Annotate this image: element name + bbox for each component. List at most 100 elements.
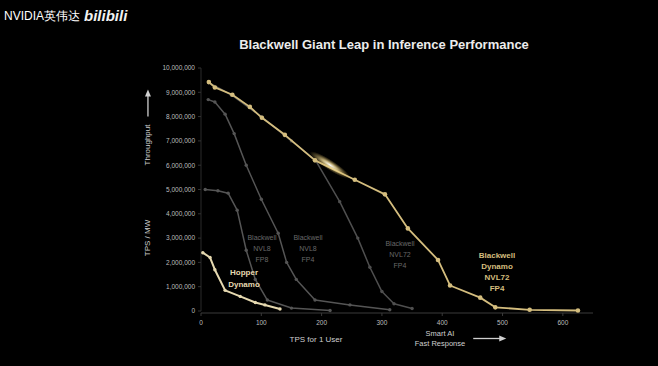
y-annotation: Throughput	[143, 124, 152, 166]
x-arrow	[473, 338, 501, 339]
series-line	[209, 83, 412, 309]
y-tick	[198, 92, 201, 93]
series-label: Blackwell NVL8 FP4	[293, 234, 323, 263]
series-point	[392, 302, 395, 305]
series-point	[254, 301, 257, 304]
series-point	[263, 303, 266, 306]
series-point	[245, 164, 248, 167]
series-point	[388, 308, 391, 311]
y-tick-label: 3,000,000	[166, 234, 195, 241]
x-tick	[502, 313, 503, 316]
series-label: BlackwellNVL72FP4	[385, 240, 415, 269]
series-line	[205, 190, 330, 311]
series-point	[328, 309, 331, 312]
series-point	[248, 105, 253, 110]
series-label-line: Dynamo	[481, 262, 513, 271]
series-point	[226, 191, 229, 194]
x-tick-label: 400	[437, 319, 448, 326]
x-tick-label: 300	[376, 319, 387, 326]
series-point	[380, 290, 383, 293]
x-tick	[261, 313, 262, 316]
background	[0, 0, 658, 366]
x-annotation-line: Fast Response	[415, 339, 465, 348]
series-label-line: FP4	[302, 256, 315, 263]
x-axis	[201, 313, 593, 314]
series-label-line: Dynamo	[228, 280, 260, 289]
series-point	[383, 192, 388, 197]
x-tick-label: 500	[497, 319, 508, 326]
y-tick-label: 9,000,000	[166, 89, 195, 96]
y-tick	[198, 189, 201, 190]
chart: NVIDIA英伟达 bilibili Blackwell Giant Leap in…	[0, 0, 658, 366]
series-point	[368, 266, 371, 269]
series-label-line: NVL72	[485, 273, 510, 282]
y-arrow	[147, 95, 148, 117]
series-point	[285, 261, 288, 264]
series-point	[260, 116, 265, 121]
series-point	[356, 236, 359, 239]
x-label: TPS for 1 User	[290, 335, 343, 344]
series-point	[223, 289, 226, 292]
series-label-line: NVL8	[253, 245, 271, 252]
series-label-line: FP8	[256, 256, 269, 263]
y-label: TPS / MW	[143, 219, 152, 256]
y-tick-label: 6,000,000	[166, 162, 195, 169]
x-tick	[442, 313, 443, 316]
x-tick	[201, 313, 202, 316]
series-label-line: NVL8	[299, 245, 317, 252]
y-tick-label: 2,000,000	[166, 259, 195, 266]
series-point	[232, 132, 235, 135]
title: Blackwell Giant Leap in Inference Perfor…	[239, 37, 529, 52]
series-point	[278, 307, 281, 310]
series-point	[276, 232, 279, 235]
series-point	[204, 188, 207, 191]
y-tick	[198, 262, 201, 263]
y-arrow-head	[145, 90, 151, 97]
y-tick-label: 10,000,000	[162, 64, 195, 71]
series-point	[576, 308, 581, 313]
y-tick-label: 4,000,000	[166, 210, 195, 217]
series-point	[223, 112, 226, 115]
series-point	[338, 200, 341, 203]
y-tick	[198, 286, 201, 287]
series-label-line: Blackwell	[479, 251, 515, 260]
watermark-site: bilibili	[84, 7, 128, 24]
y-tick-label: 8,000,000	[166, 113, 195, 120]
series-point	[352, 177, 357, 182]
series-label: Blackwell Dynamo NVL72 FP4	[479, 251, 515, 293]
series-point	[216, 189, 219, 192]
series-point	[245, 249, 248, 252]
y-tick	[198, 311, 201, 312]
x-tick-label: 200	[316, 319, 327, 326]
series-point	[295, 278, 298, 281]
series-line	[208, 100, 390, 310]
series-point	[313, 298, 316, 301]
series-point	[266, 298, 269, 301]
series-point	[448, 283, 453, 288]
y-tick-label: 7,000,000	[166, 137, 195, 144]
y-tick	[198, 238, 201, 239]
y-tick	[198, 116, 201, 117]
series-point	[410, 307, 413, 310]
series-point	[213, 100, 216, 103]
series-label-line: FP4	[490, 284, 505, 293]
x-arrow-head	[499, 336, 506, 342]
series-point	[213, 85, 218, 90]
series-point	[207, 98, 210, 101]
x-tick-label: 100	[256, 319, 267, 326]
x-annotation-line: Smart AI	[426, 329, 455, 338]
watermark-brand: NVIDIA英伟达	[4, 9, 80, 23]
series-label: HopperDynamo	[228, 268, 260, 289]
series-label-line: Blackwell	[385, 240, 415, 247]
series-point	[406, 226, 411, 231]
series-point	[283, 133, 288, 138]
series-point	[207, 80, 212, 85]
y-tick-label: 0	[191, 307, 195, 314]
series-label-line: Blackwell	[247, 234, 277, 241]
series-label-line: Blackwell	[293, 234, 323, 241]
x-tick	[562, 313, 563, 316]
series-point	[493, 305, 498, 310]
y-tick	[198, 68, 201, 69]
series-label-line: FP4	[394, 262, 407, 269]
series-point	[527, 307, 532, 312]
